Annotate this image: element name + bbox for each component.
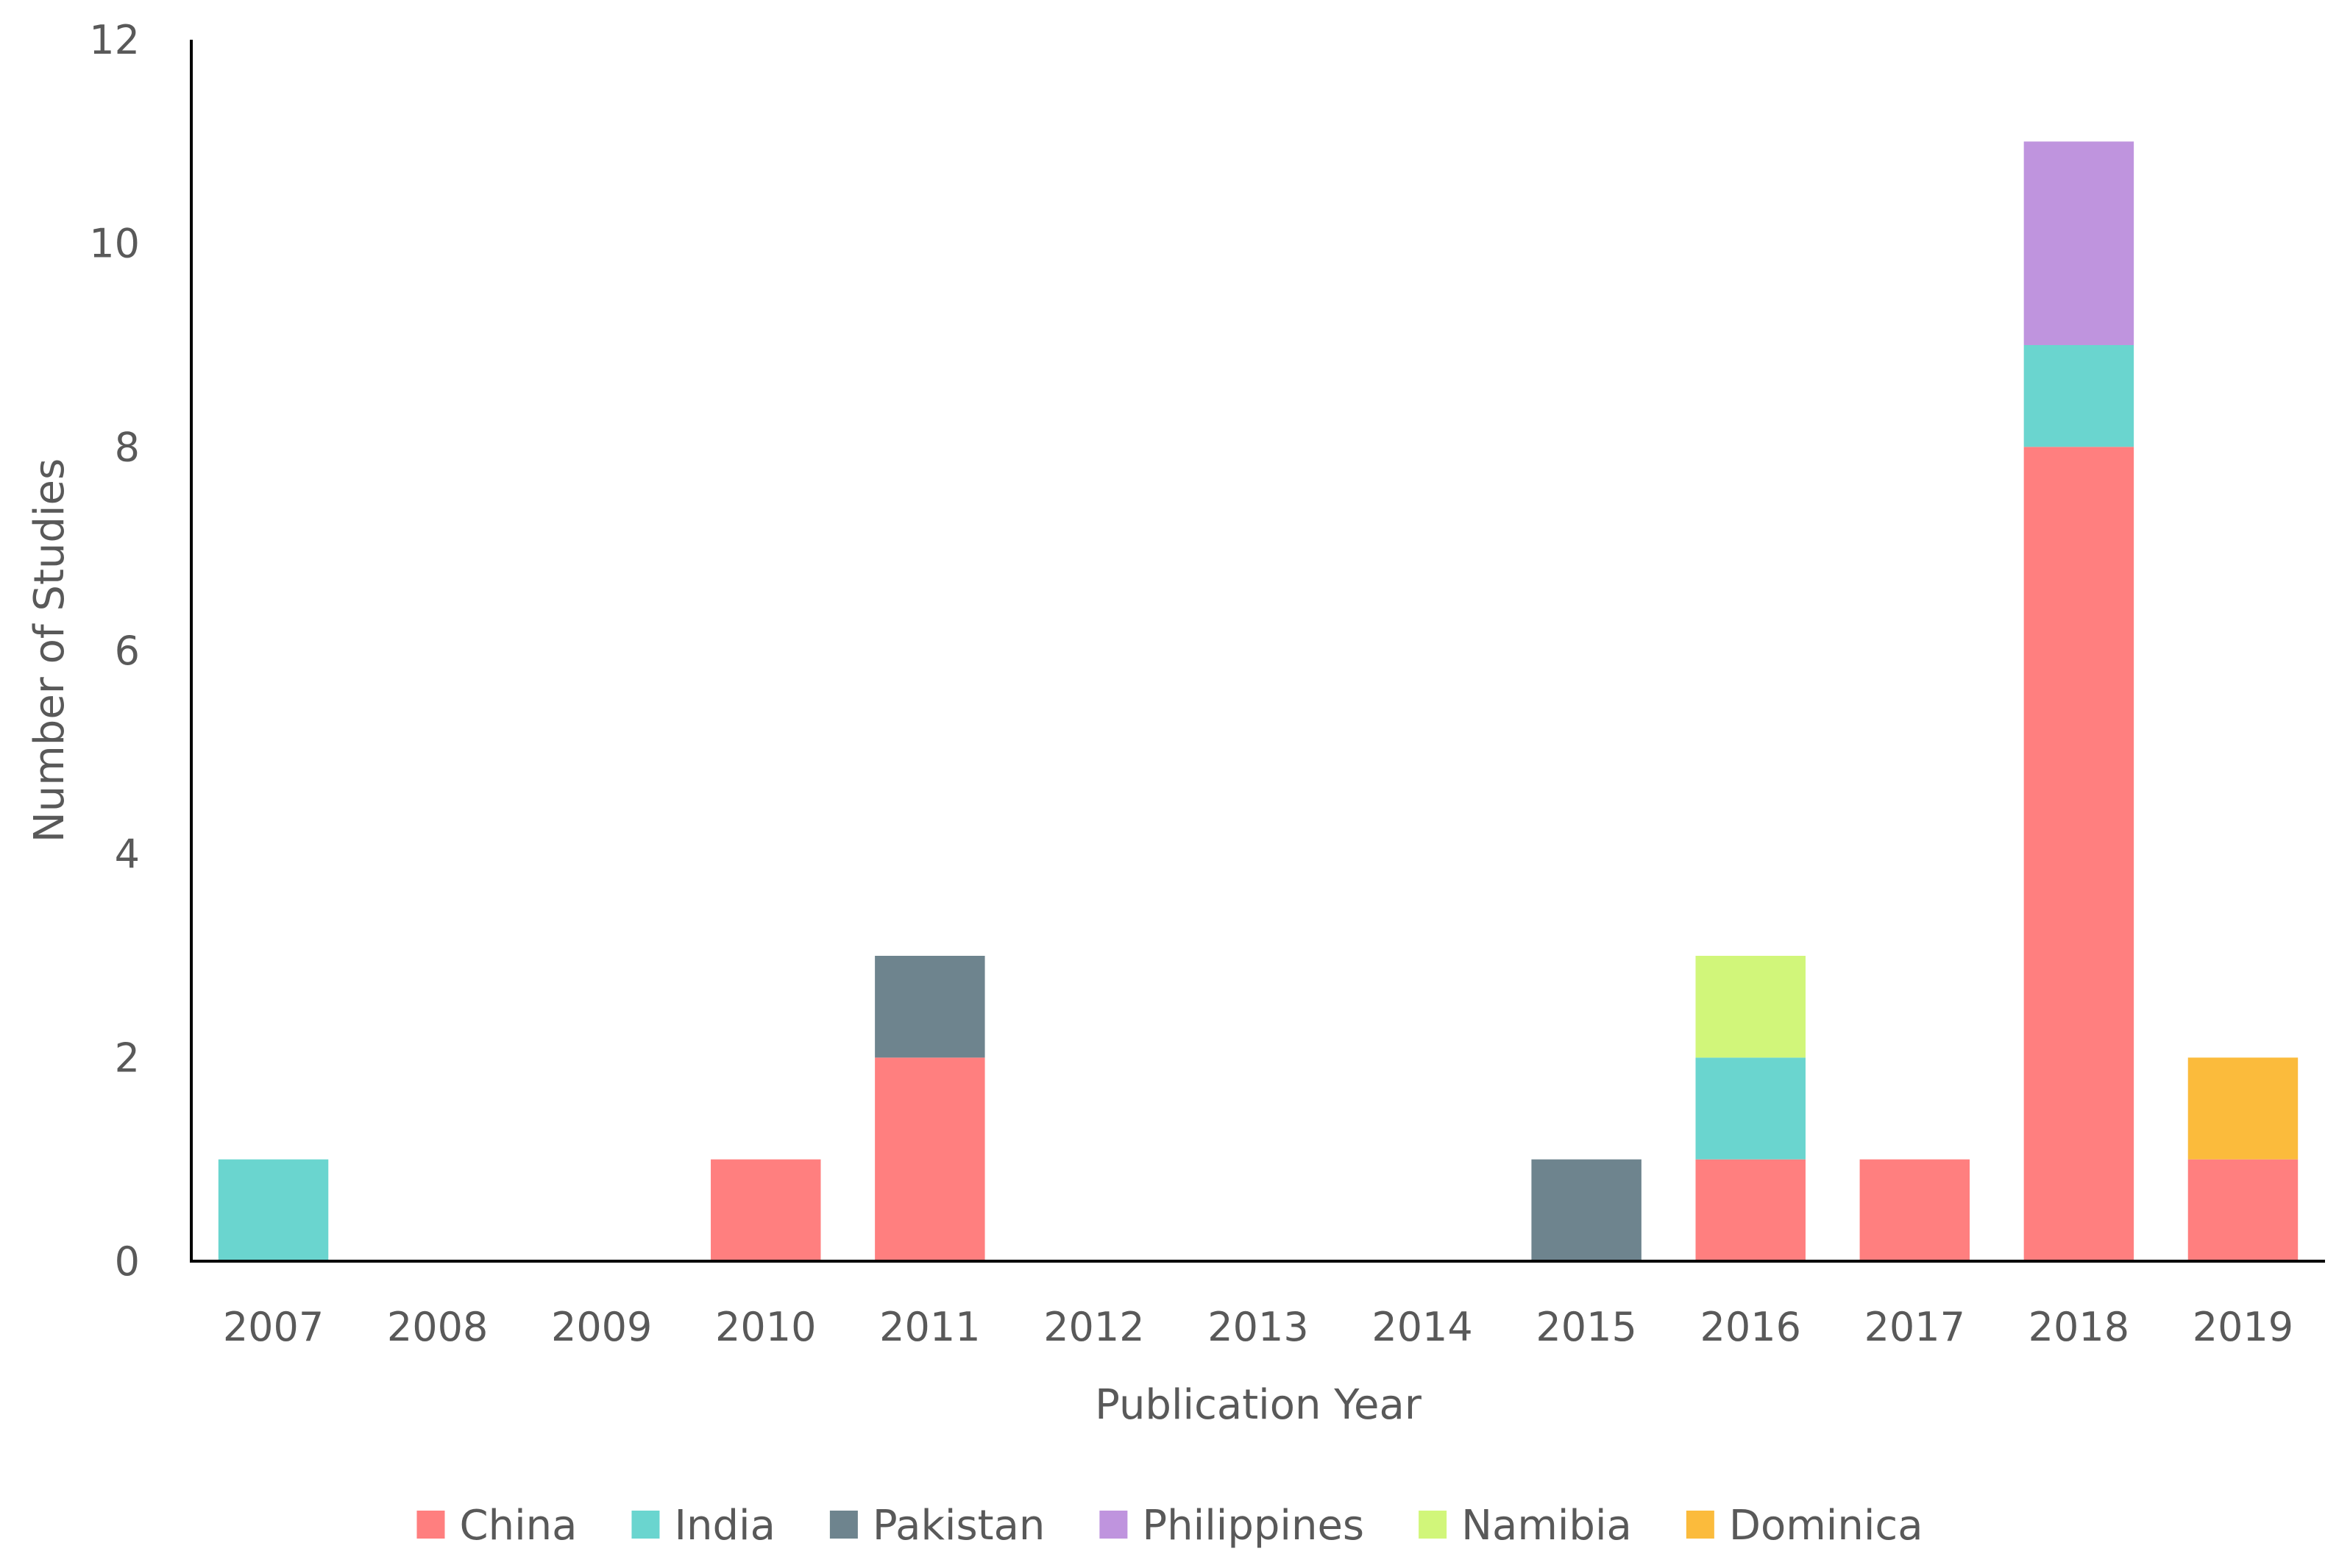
legend-swatch-philippines xyxy=(1099,1511,1128,1539)
y-tick-label: 8 xyxy=(115,424,140,470)
bar-segment-china-2010 xyxy=(711,1159,821,1261)
bar-segment-china-2011 xyxy=(875,1057,985,1261)
bar-segment-china-2017 xyxy=(1859,1159,1970,1261)
legend: China India Pakistan Philippines Namibia Domi… xyxy=(416,1502,1923,1550)
bar-segment-india-2007 xyxy=(218,1159,329,1261)
x-tick-label: 2017 xyxy=(1864,1304,1965,1350)
legend-swatch-india xyxy=(631,1511,660,1539)
x-tick-label: 2018 xyxy=(2029,1304,2129,1350)
y-tick-label: 0 xyxy=(115,1238,140,1285)
y-axis-title: Number of Studies xyxy=(26,458,74,842)
legend-label-india: India xyxy=(674,1502,775,1550)
bar-segment-china-2019 xyxy=(2187,1159,2299,1261)
bar-segment-china-2018 xyxy=(2023,447,2134,1262)
bar-segment-dominica-2019 xyxy=(2187,1057,2299,1160)
legend-swatch-namibia xyxy=(1419,1511,1447,1539)
x-tick-label: 2012 xyxy=(1043,1304,1144,1350)
bar-segment-philippines-2018 xyxy=(2023,141,2134,346)
x-tick-label: 2014 xyxy=(1371,1304,1472,1350)
x-tick-label: 2016 xyxy=(1700,1304,1801,1350)
bar-segment-namibia-2016 xyxy=(1695,956,1806,1058)
bar-segment-pakistan-2011 xyxy=(875,956,985,1058)
legend-label-china: China xyxy=(459,1502,577,1550)
x-tick-label: 2007 xyxy=(223,1304,324,1350)
bar-segment-china-2016 xyxy=(1695,1159,1806,1261)
legend-label-pakistan: Pakistan xyxy=(873,1502,1046,1550)
legend-label-dominica: Dominica xyxy=(1729,1502,1923,1550)
legend-label-namibia: Namibia xyxy=(1461,1502,1632,1550)
x-axis-title: Publication Year xyxy=(1095,1381,1422,1429)
y-tick-label: 4 xyxy=(115,831,140,878)
x-tick-label: 2008 xyxy=(387,1304,488,1350)
legend-label-philippines: Philippines xyxy=(1142,1502,1364,1550)
x-tick-label: 2011 xyxy=(879,1304,980,1350)
legend-swatch-china xyxy=(416,1511,445,1539)
bar-segment-pakistan-2015 xyxy=(1531,1159,1641,1261)
legend-swatch-pakistan xyxy=(829,1511,858,1539)
y-tick-label: 12 xyxy=(89,17,140,63)
y-tick-label: 6 xyxy=(115,628,140,674)
y-tick-label: 10 xyxy=(89,221,140,267)
x-tick-label: 2009 xyxy=(551,1304,652,1350)
bars xyxy=(218,141,2299,1262)
legend-swatch-dominica xyxy=(1686,1511,1714,1539)
bar-segment-india-2018 xyxy=(2023,345,2134,447)
y-axis-ticks: 0 2 4 6 8 10 12 xyxy=(89,17,140,1285)
bar-segment-india-2016 xyxy=(1695,1057,1806,1160)
x-axis-ticks: 2007 2008 2009 2010 2011 2012 2013 2014 2015 2016… xyxy=(223,1304,2293,1350)
x-tick-label: 2010 xyxy=(715,1304,816,1350)
y-tick-label: 2 xyxy=(115,1035,140,1081)
x-tick-label: 2013 xyxy=(1207,1304,1308,1350)
x-tick-label: 2019 xyxy=(2193,1304,2293,1350)
x-tick-label: 2015 xyxy=(1536,1304,1636,1350)
